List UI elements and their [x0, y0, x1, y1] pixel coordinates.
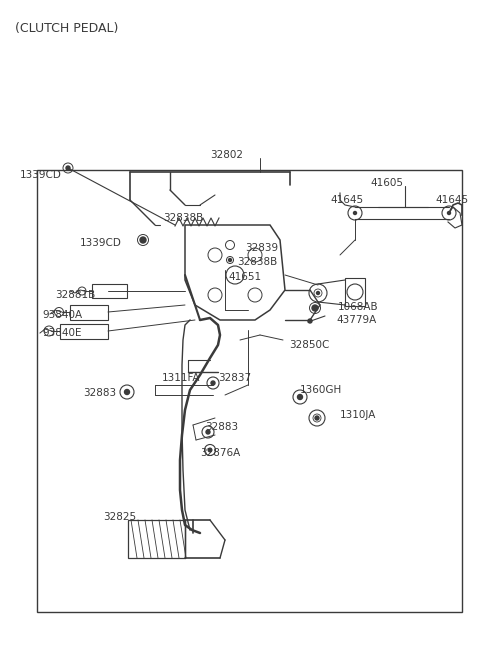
Circle shape — [298, 394, 302, 400]
Text: 32838B: 32838B — [237, 257, 277, 267]
Circle shape — [316, 291, 320, 295]
Text: 1068AB: 1068AB — [338, 302, 379, 312]
Text: 32839: 32839 — [245, 243, 278, 253]
Circle shape — [308, 319, 312, 323]
Text: 32802: 32802 — [210, 150, 243, 160]
Text: 1311FA: 1311FA — [162, 373, 201, 383]
Circle shape — [447, 211, 451, 215]
Circle shape — [312, 305, 318, 311]
Circle shape — [124, 390, 130, 394]
Text: 32876A: 32876A — [200, 448, 240, 458]
Text: 41645: 41645 — [435, 195, 468, 205]
Circle shape — [315, 416, 319, 420]
Text: 43779A: 43779A — [336, 315, 376, 325]
Text: 41605: 41605 — [370, 178, 403, 188]
Circle shape — [140, 237, 146, 243]
Text: 32883: 32883 — [83, 388, 116, 398]
Text: 1360GH: 1360GH — [300, 385, 342, 395]
Circle shape — [228, 258, 231, 262]
Text: 1310JA: 1310JA — [340, 410, 376, 420]
Text: 93840A: 93840A — [42, 310, 82, 320]
Circle shape — [211, 381, 215, 385]
Text: 1339CD: 1339CD — [80, 238, 122, 248]
Circle shape — [206, 430, 210, 434]
Text: 41651: 41651 — [228, 272, 261, 282]
Text: 32883: 32883 — [205, 422, 238, 432]
Circle shape — [208, 448, 212, 452]
Bar — [92, 284, 127, 298]
Text: 32838B: 32838B — [163, 213, 203, 223]
Text: 32850C: 32850C — [289, 340, 329, 350]
Bar — [345, 278, 365, 306]
Text: 32837: 32837 — [218, 373, 251, 383]
Bar — [37, 170, 462, 612]
Text: (CLUTCH PEDAL): (CLUTCH PEDAL) — [15, 22, 119, 35]
Bar — [70, 305, 108, 320]
Text: 1339CD: 1339CD — [20, 170, 62, 180]
Circle shape — [353, 211, 357, 215]
Bar — [60, 324, 108, 339]
Text: 32825: 32825 — [103, 512, 136, 522]
Circle shape — [66, 166, 70, 170]
Text: 32881B: 32881B — [55, 290, 95, 300]
Text: 93840E: 93840E — [42, 328, 82, 338]
Text: 41645: 41645 — [330, 195, 363, 205]
